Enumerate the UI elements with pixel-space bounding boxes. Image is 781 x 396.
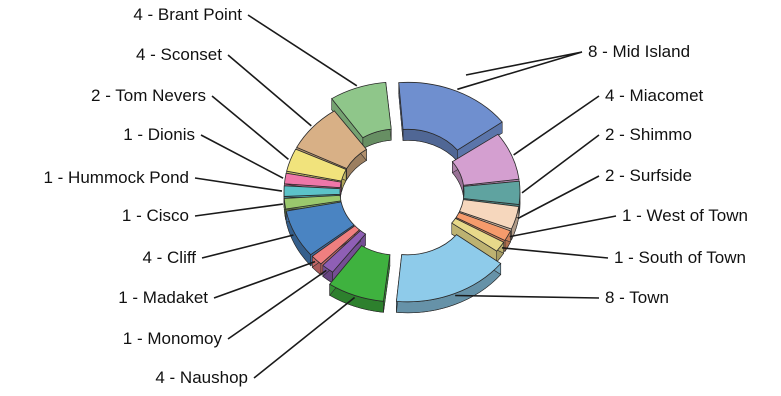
label-madaket: 1 - Madaket [118, 288, 208, 307]
leader-dionis [200, 134, 284, 179]
label-cisco: 1 - Cisco [122, 206, 189, 225]
leader-cliff [201, 234, 294, 259]
leader-brant-point [247, 14, 358, 87]
label-miacomet: 4 - Miacomet [605, 86, 704, 105]
slice-town [395, 234, 502, 314]
label-cliff: 4 - Cliff [142, 248, 196, 267]
label-brant-point: 4 - Brant Point [133, 5, 242, 24]
slice-south-of-town [451, 217, 505, 263]
label-shimmo: 2 - Shimmo [605, 125, 692, 144]
label-surfside: 2 - Surfside [605, 166, 692, 185]
label-south-of-town: 1 - South of Town [614, 248, 746, 267]
label-west-of-town: 1 - West of Town [622, 206, 748, 225]
donut-slices [283, 81, 521, 314]
leader-lines [194, 14, 617, 379]
label-monomoy: 1 - Monomoy [123, 329, 223, 348]
leader-monomoy [227, 269, 327, 340]
leader-madaket [213, 260, 316, 299]
leader-naushop [253, 296, 356, 379]
label-town: 8 - Town [605, 288, 669, 307]
leader-sconset [227, 54, 312, 127]
slice-mid-island [398, 81, 503, 162]
slice-naushop [329, 244, 391, 313]
leader-town [455, 294, 600, 299]
leader-mid-island [457, 51, 583, 91]
leader-surfside [517, 175, 600, 220]
slice-labels: 8 - Mid Island 4 - Miacomet 2 - Shimmo 2 - … [44, 5, 748, 387]
label-mid-island: 8 - Mid Island [588, 42, 690, 61]
leader-shimmo [521, 134, 600, 194]
label-tom-nevers: 2 - Tom Nevers [91, 86, 206, 105]
leader-south-of-town [501, 247, 609, 259]
leader-miacomet [513, 95, 600, 156]
label-sconset: 4 - Sconset [136, 45, 222, 64]
label-dionis: 1 - Dionis [123, 125, 195, 144]
leader-tom-nevers [211, 95, 289, 160]
label-naushop: 4 - Naushop [155, 368, 248, 387]
leader-west-of-town [509, 215, 617, 238]
label-hummock-pond: 1 - Hummock Pond [44, 168, 190, 187]
leader-cisco [194, 203, 283, 217]
leader-hummock-pond [194, 177, 283, 192]
